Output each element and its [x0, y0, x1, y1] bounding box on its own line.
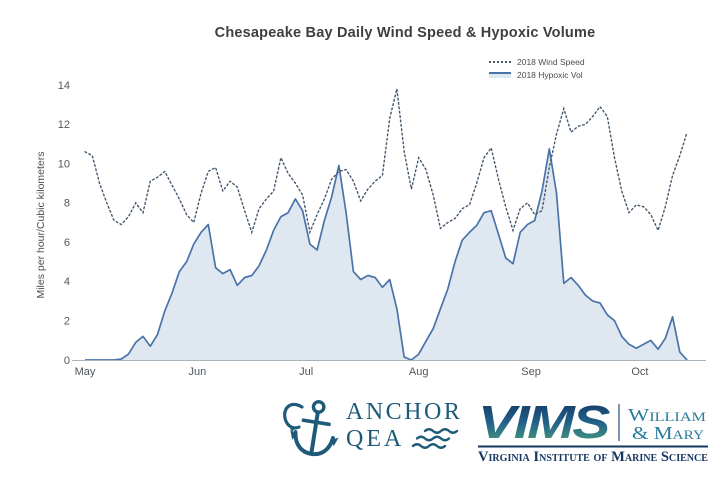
- y-tick-label: 0: [64, 355, 70, 367]
- hypoxic-line-sample: [489, 72, 511, 78]
- anchor-logo-qea: QEA: [346, 426, 405, 452]
- x-tick-label: Aug: [409, 366, 429, 378]
- chart-svg: 0 2 4 6 8 10 12 14 May Jun Jul Aug Sep Oct: [58, 80, 706, 378]
- hypoxic-line: [85, 147, 688, 361]
- x-axis-ticks: May Jun Jul Aug Sep Oct: [75, 366, 649, 378]
- y-tick-label: 2: [64, 316, 70, 328]
- anchor-icon: [283, 400, 339, 457]
- legend-label-hypoxic: 2018 Hypoxic Vol: [517, 70, 583, 80]
- x-tick-label: May: [75, 366, 96, 378]
- wind-line: [84, 88, 688, 235]
- y-tick-label: 4: [64, 276, 70, 288]
- hypoxic-area: [85, 148, 688, 360]
- x-tick-label: Oct: [631, 366, 648, 378]
- wm-line1: William: [628, 405, 707, 425]
- y-axis-ticks: 0 2 4 6 8 10 12 14: [58, 80, 70, 367]
- legend-label-wind: 2018 Wind Speed: [517, 57, 585, 67]
- waves-icon: [412, 428, 459, 449]
- chart-legend: 2018 Wind Speed 2018 Hypoxic Vol: [489, 56, 585, 82]
- chart-title: Chesapeake Bay Daily Wind Speed & Hypoxi…: [214, 25, 596, 41]
- wm-line2: & Mary: [632, 423, 705, 443]
- legend-item-hypoxic-vol: 2018 Hypoxic Vol: [489, 69, 585, 81]
- x-tick-label: Sep: [521, 366, 541, 378]
- y-tick-label: 8: [64, 198, 70, 210]
- vims-institute: Virginia Institute of Marine Science: [478, 449, 708, 465]
- anchor-qea-logo: ANCHOR QEA: [281, 394, 462, 464]
- vims-logo-graphic: VIMS William & Mary Virginia Institute o…: [478, 396, 708, 465]
- y-tick-label: 6: [64, 237, 70, 249]
- anchor-logo-name: ANCHOR: [346, 399, 463, 425]
- vims-logo: VIMS William & Mary Virginia Institute o…: [476, 396, 710, 474]
- wind-line-sample: [489, 61, 511, 63]
- x-tick-label: Jul: [299, 366, 313, 378]
- y-tick-label: 10: [58, 158, 70, 170]
- y-tick-label: 14: [58, 80, 70, 92]
- x-tick-label: Jun: [189, 366, 207, 378]
- y-tick-label: 12: [58, 119, 70, 131]
- legend-item-wind-speed: 2018 Wind Speed: [489, 56, 585, 68]
- vims-acronym: VIMS: [478, 397, 611, 448]
